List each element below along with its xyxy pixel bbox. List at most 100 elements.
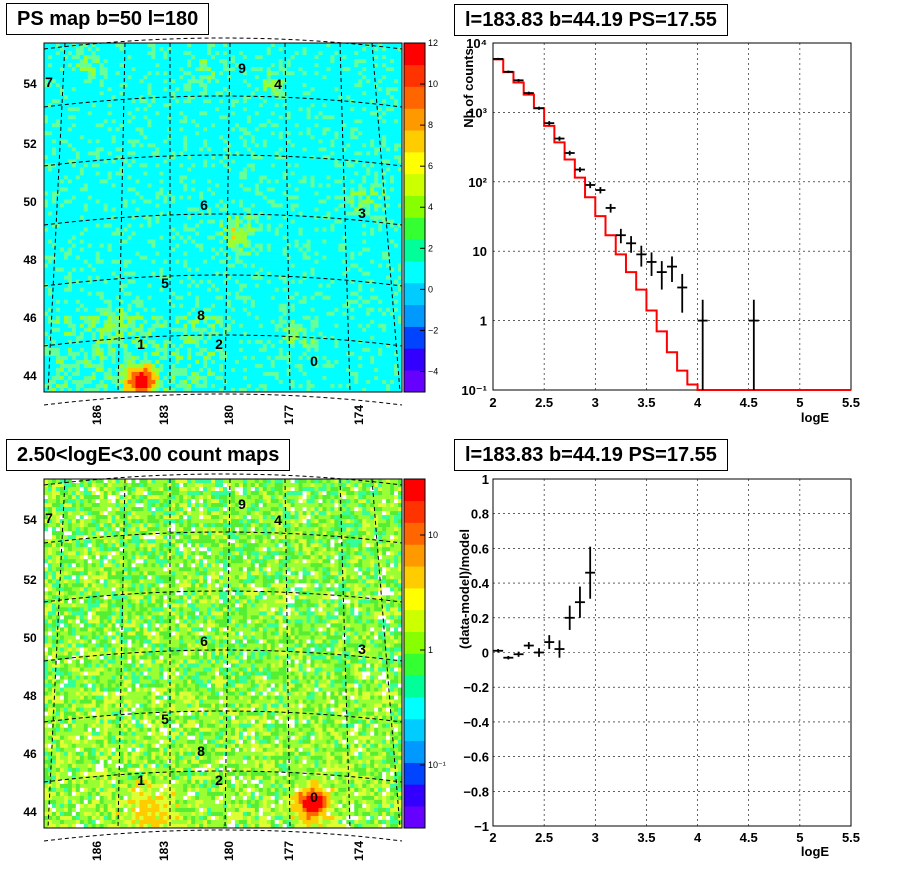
heatmap-cell [111,47,116,52]
heatmap-cell [123,195,128,200]
heatmap-cell [374,43,379,48]
heatmap-cell [302,207,307,212]
heatmap-cell [254,191,260,196]
heatmap-cell [115,207,120,212]
heatmap-cell [175,195,180,200]
heatmap-cell [230,99,236,104]
heatmap-cell [71,163,77,168]
heatmap-cell [191,143,196,148]
heatmap-cell [159,115,164,120]
heatmap-cell [394,131,399,136]
heatmap-cell [219,215,224,220]
heatmap-cell [183,215,188,220]
heatmap-cell [302,71,307,76]
heatmap-cell [374,243,379,248]
heatmap-cell [183,255,188,260]
heatmap-cell [123,151,128,156]
heatmap-cell [390,147,395,152]
heatmap-cell [219,103,224,108]
heatmap-cell [55,195,61,200]
heatmap-cell [95,179,100,184]
heatmap-cell [374,235,379,240]
heatmap-cell [79,135,85,140]
heatmap-cell [354,175,359,180]
heatmap-cell [51,183,57,188]
heatmap-cell [47,83,53,88]
heatmap-cell [290,75,295,80]
heatmap-cell [151,263,156,268]
heatmap-cell [103,103,108,108]
heatmap-cell [394,75,399,80]
heatmap-cell [163,43,168,48]
heatmap-cell [346,139,351,144]
heatmap-cell [262,123,268,128]
heatmap-cell [262,171,268,176]
heatmap-cell [151,211,156,216]
heatmap-cell [99,55,104,60]
heatmap-cell [274,195,279,200]
heatmap-cell [378,99,383,104]
heatmap-cell [298,243,303,248]
heatmap-cell [370,163,375,168]
heatmap-cell [171,215,176,220]
heatmap-cell [354,71,359,76]
heatmap-cell [203,131,208,136]
heatmap-cell [350,219,355,224]
heatmap-cell [191,255,196,260]
heatmap-cell [362,107,367,112]
heatmap-cell [286,75,291,80]
heatmap-cell [143,211,148,216]
heatmap-cell [378,219,383,224]
heatmap-cell [278,167,283,172]
heatmap-cell [51,59,57,64]
heatmap-cell [195,215,200,220]
heatmap-cell [147,195,152,200]
heatmap-cell [350,183,355,188]
heatmap-cell [207,47,212,52]
heatmap-cell [366,179,371,184]
heatmap-cell [219,259,224,264]
heatmap-cell [147,191,152,196]
heatmap-cell [95,123,100,128]
heatmap-cell [238,219,244,224]
heatmap-cell [47,151,53,156]
heatmap-cell [366,227,371,232]
heatmap-cell [187,243,192,248]
heatmap-cell [346,131,351,136]
heatmap-cell [119,91,124,96]
heatmap-cell [390,131,395,136]
heatmap-cell [326,103,331,108]
heatmap-cell [334,183,339,188]
heatmap-cell [354,239,359,244]
heatmap-cell [362,251,367,256]
heatmap-cell [294,67,299,72]
heatmap-cell [75,251,81,256]
heatmap-cell [394,243,399,248]
heatmap-cell [326,219,331,224]
heatmap-cell [350,239,355,244]
heatmap-cell [374,155,379,160]
heatmap-cell [330,171,335,176]
heatmap-cell [394,63,399,68]
heatmap-cell [91,207,97,212]
heatmap-cell [298,123,303,128]
heatmap-cell [398,83,403,88]
heatmap-cell [91,123,97,128]
heatmap-cell [262,155,268,160]
heatmap-cell [139,119,144,124]
heatmap-cell [191,215,196,220]
heatmap-cell [123,247,128,252]
heatmap-cell [175,119,180,124]
heatmap-cell [55,207,61,212]
heatmap-cell [242,223,248,228]
heatmap-cell [378,47,383,52]
heatmap-cell [183,63,188,68]
heatmap-cell [183,167,188,172]
heatmap-cell [195,59,200,64]
heatmap-cell [95,115,100,120]
heatmap-cell [294,155,299,160]
heatmap-cell [143,51,148,56]
heatmap-cell [266,191,272,196]
heatmap-cell [230,231,236,236]
heatmap-cell [159,159,164,164]
